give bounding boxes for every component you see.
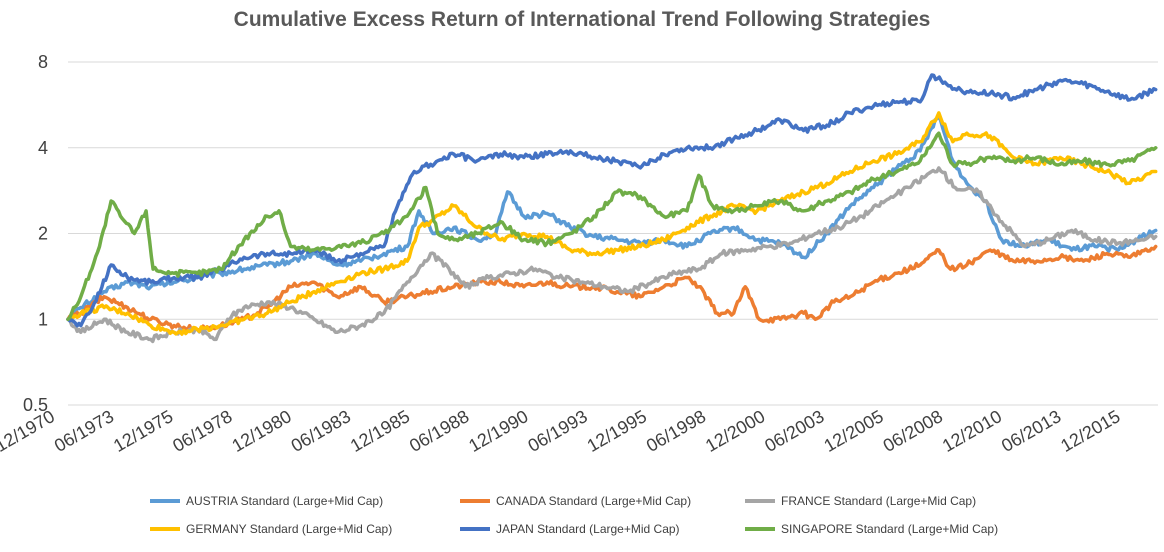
legend-label-canada: CANADA Standard (Large+Mid Cap) (496, 494, 692, 508)
legend-label-singapore: SINGAPORE Standard (Large+Mid Cap) (781, 522, 999, 536)
y-tick-label: 4 (38, 138, 48, 158)
legend-swatch-austria (150, 499, 180, 503)
x-tick-label: 12/2010 (939, 406, 1005, 456)
x-tick-label: 06/2013 (998, 406, 1064, 456)
x-tick-label: 06/1993 (524, 406, 590, 456)
x-tick-label: 06/1973 (51, 406, 117, 456)
legend-swatch-japan (460, 527, 490, 531)
series-line-5 (66, 131, 1158, 322)
x-tick-label: 06/2003 (761, 406, 827, 456)
x-axis: 12/197006/197312/197506/197812/198006/19… (0, 406, 1124, 456)
legend-label-japan: JAPAN Standard (Large+Mid Cap) (496, 522, 680, 536)
x-tick-label: 06/1983 (288, 406, 354, 456)
x-tick-label: 12/1985 (347, 406, 413, 456)
gridlines (68, 61, 1158, 406)
series-line-4 (66, 73, 1158, 328)
legend-swatch-singapore (745, 527, 775, 531)
x-tick-label: 12/2000 (702, 406, 768, 456)
legend-label-france: FRANCE Standard (Large+Mid Cap) (781, 494, 977, 508)
x-tick-label: 12/2015 (1057, 406, 1123, 456)
legend-item-austria: AUSTRIA Standard (Large+Mid Cap) (150, 494, 383, 508)
series-lines (66, 73, 1158, 344)
legend-item-germany: GERMANY Standard (Large+Mid Cap) (150, 522, 392, 536)
series-line-2 (66, 166, 1158, 344)
x-tick-label: 06/1998 (643, 406, 709, 456)
chart-plot: 0.5 1 2 4 8 12/197006/197312/197506/197812/1… (0, 52, 1158, 456)
legend-item-singapore: SINGAPORE Standard (Large+Mid Cap) (745, 522, 998, 536)
chart-title: Cumulative Excess Return of Internationa… (233, 8, 931, 31)
x-tick-label: 12/1990 (465, 406, 531, 456)
y-tick-label: 1 (38, 309, 48, 329)
x-tick-label: 12/2005 (820, 406, 886, 456)
series-line-3 (66, 111, 1158, 336)
legend-item-france: FRANCE Standard (Large+Mid Cap) (745, 494, 976, 508)
y-axis: 0.5 1 2 4 8 (23, 52, 48, 415)
legend-label-germany: GERMANY Standard (Large+Mid Cap) (186, 522, 393, 536)
x-tick-label: 12/1975 (110, 406, 176, 456)
y-tick-label: 0.5 (23, 395, 48, 415)
y-tick-label: 2 (38, 224, 48, 244)
legend-label-austria: AUSTRIA Standard (Large+Mid Cap) (186, 494, 384, 508)
y-tick-label: 8 (38, 52, 48, 72)
legend-swatch-germany (150, 527, 180, 531)
legend-item-canada: CANADA Standard (Large+Mid Cap) (460, 494, 691, 508)
x-tick-label: 12/1995 (584, 406, 650, 456)
x-tick-label: 06/2008 (880, 406, 946, 456)
x-tick-label: 06/1988 (406, 406, 472, 456)
x-tick-label: 06/1978 (169, 406, 235, 456)
legend-swatch-france (745, 499, 775, 503)
x-tick-label: 12/1980 (228, 406, 294, 456)
legend-item-japan: JAPAN Standard (Large+Mid Cap) (460, 522, 680, 536)
legend-swatch-canada (460, 499, 490, 503)
